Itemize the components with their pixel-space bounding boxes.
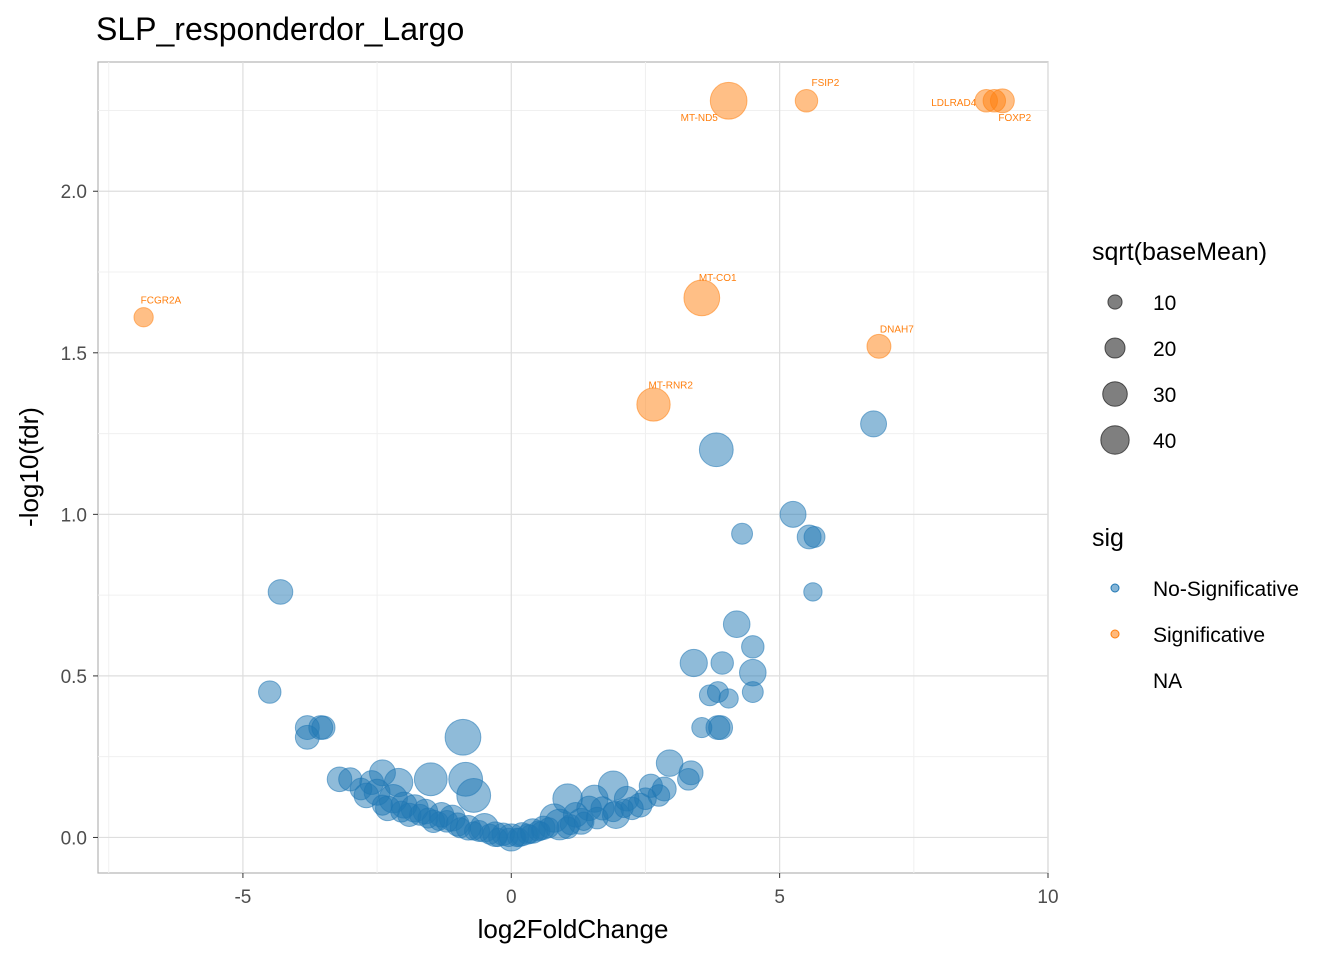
y-axis-title: -log10(fdr) xyxy=(14,407,44,527)
data-point xyxy=(311,715,336,740)
color-legend-label: NA xyxy=(1153,670,1182,693)
data-point xyxy=(258,680,282,704)
size-legend-title: sqrt(baseMean) xyxy=(1092,238,1267,266)
x-tick-label: 10 xyxy=(1037,887,1058,908)
size-legend-label: 10 xyxy=(1153,292,1176,315)
data-point xyxy=(614,798,634,819)
x-tick-label: 0 xyxy=(506,887,517,908)
y-tick-label: 1.0 xyxy=(61,505,87,526)
x-axis-ticks: -5 0 5 10 xyxy=(234,873,1059,908)
size-legend: sqrt(baseMean) 10 20 30 40 xyxy=(1092,238,1267,455)
data-point xyxy=(655,749,684,777)
points-significative xyxy=(133,81,1015,422)
data-point xyxy=(731,522,754,545)
significant-point xyxy=(989,88,1015,114)
gene-label: MT-CO1 xyxy=(699,273,737,284)
data-point xyxy=(708,715,734,741)
color-legend-title: sig xyxy=(1092,524,1124,552)
x-tick-label: 5 xyxy=(774,887,785,908)
data-point xyxy=(779,500,807,528)
data-point xyxy=(444,718,482,756)
significant-point xyxy=(866,333,892,359)
gene-label: DNAH7 xyxy=(880,324,914,335)
x-axis-title: log2FoldChange xyxy=(478,914,669,944)
y-tick-label: 2.0 xyxy=(61,182,87,203)
size-legend-label: 40 xyxy=(1153,430,1176,453)
data-point xyxy=(677,767,700,791)
data-point xyxy=(488,827,508,848)
gene-label: LDLRAD4 xyxy=(931,98,976,109)
y-tick-label: 0.5 xyxy=(61,667,87,688)
color-legend-key xyxy=(1110,629,1120,639)
data-point xyxy=(413,762,448,797)
significant-point xyxy=(636,387,671,422)
size-legend-key xyxy=(1102,381,1128,407)
size-legend-label: 20 xyxy=(1153,338,1176,361)
data-point xyxy=(390,800,413,823)
gene-label: MT-ND5 xyxy=(681,113,719,124)
size-legend-label: 30 xyxy=(1153,384,1176,407)
point-labels: MT-ND5 FSIP2 LDLRAD4 FOXP2 MT-CO1 FCGR2A DNAH7… xyxy=(141,78,1032,392)
significant-point xyxy=(133,307,154,328)
gene-label: FSIP2 xyxy=(811,78,839,89)
color-legend-label: Significative xyxy=(1153,624,1265,647)
plot-panel xyxy=(97,61,1049,874)
data-point xyxy=(803,582,823,602)
y-tick-label: 1.5 xyxy=(61,344,87,365)
significant-point xyxy=(794,89,819,113)
size-legend-key xyxy=(1100,425,1130,455)
data-point xyxy=(531,821,551,841)
x-tick-label: -5 xyxy=(234,887,251,908)
gene-label: FOXP2 xyxy=(998,113,1031,124)
data-point xyxy=(722,610,751,638)
data-point xyxy=(464,821,484,841)
data-point xyxy=(803,526,826,548)
data-point xyxy=(456,778,492,813)
color-legend: sig No-Significative Significative NA xyxy=(1092,524,1299,693)
data-point xyxy=(718,688,739,709)
y-tick-label: 0.0 xyxy=(61,828,87,849)
data-point xyxy=(741,635,765,659)
color-legend-label: No-Significative xyxy=(1153,578,1299,601)
points-no-significative xyxy=(258,410,888,852)
data-point xyxy=(698,432,734,468)
gene-label: FCGR2A xyxy=(141,295,182,306)
size-legend-key xyxy=(1107,294,1123,310)
data-point xyxy=(574,811,594,831)
data-point xyxy=(741,681,764,704)
data-point xyxy=(860,410,888,438)
color-legend-key xyxy=(1110,583,1120,593)
data-point xyxy=(429,811,449,831)
size-legend-key xyxy=(1104,337,1126,359)
gene-label: MT-RNR2 xyxy=(649,380,694,391)
data-point xyxy=(371,794,394,816)
data-point xyxy=(267,579,294,605)
y-axis-ticks: 0.0 0.5 1.0 1.5 2.0 xyxy=(61,182,98,849)
significant-point xyxy=(709,81,748,120)
significant-point xyxy=(683,279,721,317)
data-point xyxy=(679,648,708,678)
chart-title: SLP_responderdor_Largo xyxy=(96,11,464,47)
data-point xyxy=(710,651,734,675)
minor-gridlines xyxy=(98,62,1048,873)
